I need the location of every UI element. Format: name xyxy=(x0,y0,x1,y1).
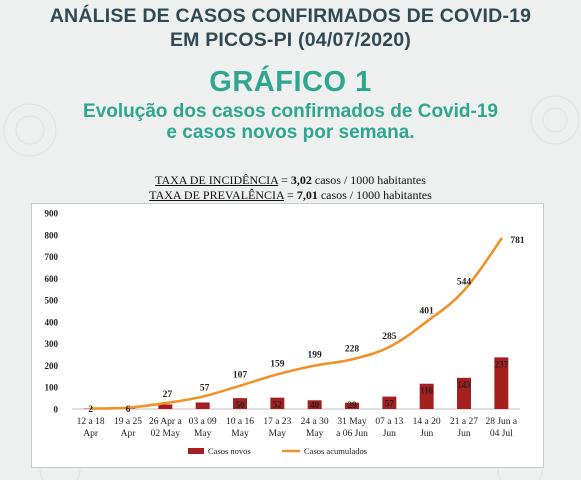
bar-data-label: 57 xyxy=(385,399,395,409)
bar-casos-novos xyxy=(307,400,322,409)
chart-subtitle-line1: Evolução dos casos confirmados de Covid-… xyxy=(83,101,498,122)
report-title-line2: EM PICOS-PI (04/07/2020) xyxy=(169,29,412,51)
line-data-label: 2 xyxy=(88,405,93,415)
x-tick-label: 12 a 18 xyxy=(77,417,105,427)
bar-data-label: 237 xyxy=(495,359,509,369)
x-tick-label: 21 a 27 xyxy=(450,417,478,427)
y-tick-label: 300 xyxy=(45,339,59,349)
legend-label-casos-novos: Casos novos xyxy=(208,446,251,456)
bar-casos-novos xyxy=(158,404,173,409)
y-tick-label: 400 xyxy=(45,317,59,327)
legend-swatch-casos-novos xyxy=(188,448,204,454)
bar-data-label: 52 xyxy=(273,400,283,410)
x-tick-label: Jun xyxy=(457,429,470,439)
y-tick-label: 800 xyxy=(45,230,59,240)
x-tick-label: May xyxy=(306,429,324,439)
x-tick-label: May xyxy=(269,429,287,439)
y-tick-label: 500 xyxy=(45,296,59,306)
y-tick-label: 600 xyxy=(45,274,59,284)
bar-casos-novos xyxy=(419,383,434,409)
bar-casos-novos xyxy=(494,357,509,409)
x-tick-label: 28 Jun a xyxy=(485,417,517,427)
bar-casos-novos xyxy=(457,377,471,409)
bar-casos-novos xyxy=(270,397,285,409)
bar-casos-novos xyxy=(233,398,247,409)
bar-casos-novos xyxy=(345,402,359,409)
line-data-label: 199 xyxy=(308,351,323,361)
x-tick-label: Jun xyxy=(420,429,433,439)
bar-data-label: 116 xyxy=(420,386,434,396)
line-data-label: 27 xyxy=(163,390,173,400)
y-tick-label: 100 xyxy=(45,383,59,393)
line-data-label: 107 xyxy=(233,371,248,381)
y-tick-label: 200 xyxy=(45,361,59,371)
x-tick-label: Apr xyxy=(83,429,99,439)
x-tick-label: Apr xyxy=(121,429,137,439)
x-tick-label: 19 a 25 xyxy=(114,417,142,427)
x-tick-label: 10 a 16 xyxy=(226,417,254,427)
bar-data-label: 40 xyxy=(310,400,320,410)
line-data-label: 285 xyxy=(382,332,397,342)
x-tick-label: 26 Apr a xyxy=(149,417,183,427)
bar-data-label: 50 xyxy=(236,400,246,410)
prevalence-label: TAXA DE PREVALÊNCIA xyxy=(149,188,285,202)
bar-casos-novos xyxy=(382,396,397,409)
incidence-label: TAXA DE INCIDÊNCIA xyxy=(155,173,279,187)
incidence-rate: TAXA DE INCIDÊNCIA = 3,02 casos / 1000 h… xyxy=(155,173,426,187)
x-tick-label: 03 a 09 xyxy=(189,417,217,427)
x-tick-label: 24 a 30 xyxy=(301,417,329,427)
bar-casos-novos xyxy=(195,402,210,409)
x-tick-label: a 06 Jun xyxy=(336,429,368,439)
incidence-unit: casos / 1000 habitantes xyxy=(314,173,426,187)
x-tick-label: May xyxy=(231,429,249,439)
line-casos-acumulados xyxy=(89,237,503,410)
line-data-label: 159 xyxy=(270,359,285,369)
x-tick-label: 14 a 20 xyxy=(413,417,441,427)
x-tick-label: 17 a 23 xyxy=(263,417,291,427)
y-tick-label: 700 xyxy=(45,252,59,262)
x-tick-label: 31 May xyxy=(337,417,367,427)
x-tick-label: 02 May xyxy=(151,429,181,439)
prevalence-unit: casos / 1000 habitantes xyxy=(320,188,432,202)
report-title-line1: ANÁLISE DE CASOS CONFIRMADOS DE COVID-19 xyxy=(49,5,532,27)
chart-subtitle-line2: e casos novos por semana. xyxy=(166,122,415,143)
y-tick-label: 0 xyxy=(54,405,59,415)
line-data-label: 781 xyxy=(510,236,525,246)
prevalence-rate: TAXA DE PREVALÊNCIA = 7,01 casos / 1000 … xyxy=(149,188,432,202)
prevalence-value: 7,01 xyxy=(296,188,318,202)
line-data-label: 228 xyxy=(345,344,360,354)
incidence-value: 3,02 xyxy=(290,173,312,187)
chart-area xyxy=(31,203,544,468)
bar-data-label: 143 xyxy=(457,380,471,390)
line-data-label: 401 xyxy=(420,307,435,317)
chart-number-heading: GRÁFICO 1 xyxy=(209,66,372,98)
bar-data-label: 29 xyxy=(348,400,358,410)
line-data-label: 6 xyxy=(126,405,131,415)
line-data-label: 544 xyxy=(457,278,472,288)
legend-label-casos-acumulados: Casos acumulados xyxy=(304,446,367,456)
x-tick-label: Jun xyxy=(383,429,396,439)
y-tick-label: 900 xyxy=(45,209,59,219)
x-tick-label: 07 a 13 xyxy=(375,417,403,427)
x-tick-label: May xyxy=(194,429,212,439)
x-tick-label: 04 Jul xyxy=(490,429,513,439)
line-data-label: 57 xyxy=(200,384,210,394)
